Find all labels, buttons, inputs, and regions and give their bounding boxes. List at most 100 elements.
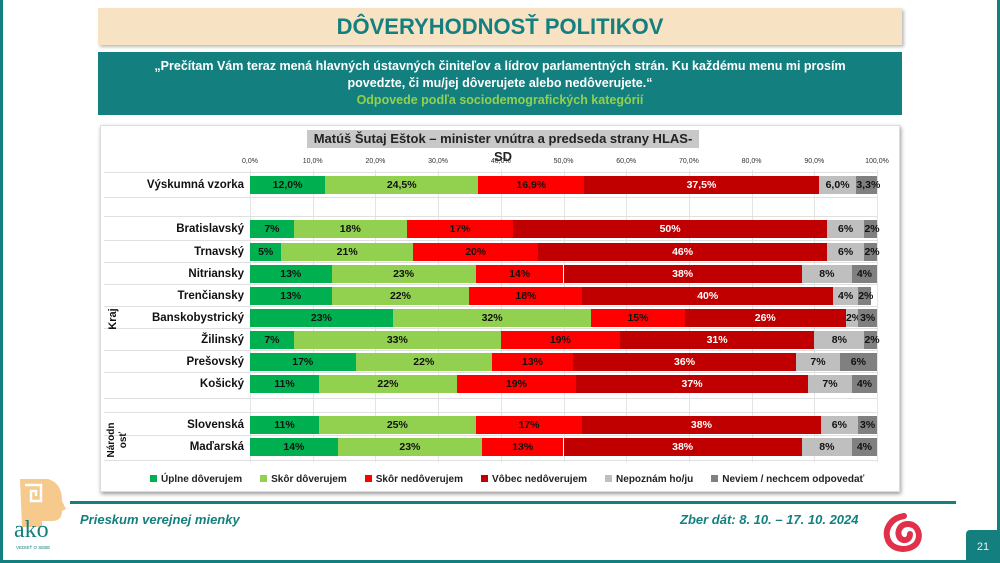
bar-segment: 4% <box>851 375 877 393</box>
x-tick-label: 0,0% <box>242 158 258 165</box>
bar-segment: 50% <box>513 220 827 238</box>
bar-segment: 15% <box>591 309 685 327</box>
bar-segment: 17% <box>406 220 514 238</box>
bar-segment: 26% <box>684 309 846 327</box>
row-separator <box>104 262 877 263</box>
legend-swatch <box>481 475 488 482</box>
bar-segment: 38% <box>582 416 821 434</box>
bar-segment: 6% <box>839 353 877 371</box>
footer-divider <box>70 501 956 504</box>
question-text: „Prečítam Vám teraz mená hlavných ústavn… <box>154 59 846 90</box>
bar-segment: 4% <box>851 438 877 456</box>
bar-segment: 16,9% <box>478 176 585 194</box>
legend-swatch <box>711 475 719 482</box>
question-box: „Prečítam Vám teraz mená hlavných ústavn… <box>98 52 902 115</box>
bar-segment: 38% <box>563 265 802 283</box>
group-label-narodnost: Národn osť <box>106 418 130 462</box>
bar-segment: 7% <box>808 375 852 393</box>
bar-segment: 36% <box>572 353 797 371</box>
bar-segment: 6,0% <box>818 176 857 194</box>
bar-segment: 17% <box>250 353 356 371</box>
bar-segment: 2% <box>864 243 880 261</box>
bar-segment: 6% <box>820 416 859 434</box>
bar-segment: 40% <box>582 287 834 305</box>
bar-segment: 4% <box>833 287 859 305</box>
x-tick-label: 10,0% <box>302 158 323 165</box>
legend-swatch <box>364 475 372 482</box>
row-label: Košický <box>199 378 244 390</box>
bar-segment: 19% <box>456 375 577 393</box>
bar-segment: 24,5% <box>325 176 479 194</box>
bar-segment: 2% <box>858 287 873 305</box>
bar-segment: 2% <box>864 220 880 238</box>
bar-segment: 11% <box>250 416 319 434</box>
row-separator <box>104 398 877 399</box>
legend-label: Úplne dôverujem <box>161 474 243 485</box>
row-label: Trnavský <box>194 246 244 258</box>
legend-item: Úplne dôverujem <box>150 474 242 485</box>
bar-segment: 7% <box>796 353 840 371</box>
bar-segment: 22% <box>355 353 493 371</box>
bar-segment: 4% <box>851 265 877 283</box>
x-tick-label: 20,0% <box>365 158 386 165</box>
bar-segment: 18% <box>469 287 583 305</box>
row-separator <box>104 435 877 436</box>
bar-segment: 14% <box>475 265 564 283</box>
row-separator <box>104 284 877 285</box>
bar-segment: 13% <box>492 353 573 371</box>
row-separator <box>104 328 877 329</box>
row-separator <box>104 240 877 241</box>
bar-segment: 37% <box>576 375 809 393</box>
page-number: 21 <box>966 530 1000 563</box>
legend-item: Neviem / nechcem odpovedať <box>711 474 864 485</box>
footer-date-text: Zber dát: 8. 10. – 17. 10. 2024 <box>680 512 859 527</box>
x-tick-label: 30,0% <box>428 158 449 165</box>
question-subtitle: Odpovede podľa sociodemografických kateg… <box>356 93 644 107</box>
bar-segment: 5% <box>250 243 282 261</box>
bar-segment: 3,3% <box>856 176 880 194</box>
svg-text:VEDIEŤ O SEBE: VEDIEŤ O SEBE <box>16 543 50 550</box>
bar-segment: 3% <box>858 309 877 327</box>
bar-segment: 33% <box>293 331 501 349</box>
slide-title: DÔVERYHODNOSŤ POLITIKOV <box>98 8 902 45</box>
bar-segment: 11% <box>250 375 319 393</box>
row-label: Banskobystrický <box>151 312 244 324</box>
ako-logo: ako VEDIEŤ O SEBE <box>14 479 66 550</box>
legend-label: Neviem / nechcem odpovedať <box>722 474 865 485</box>
legend-label: Skôr nedôverujem <box>375 474 463 485</box>
bar-segment: 46% <box>538 243 827 261</box>
bar-segment: 23% <box>250 309 393 327</box>
x-tick-label: 80,0% <box>741 158 762 165</box>
row-label: Slovenská <box>187 419 244 431</box>
legend: Úplne dôverujem Skôr dôverujem Skôr nedôve… <box>150 474 864 485</box>
bar-segment: 25% <box>318 416 476 434</box>
bar-segment: 2% <box>864 331 880 349</box>
bar-segment: 13% <box>250 287 332 305</box>
x-tick-label: 40,0% <box>490 158 511 165</box>
legend-item: Nepoznám ho/ju <box>605 474 693 485</box>
bar-segment: 18% <box>293 220 407 238</box>
legend-item: Vôbec nedôverujem <box>481 474 587 485</box>
bar-segment: 13% <box>481 438 564 456</box>
bar-segment: 21% <box>281 243 413 261</box>
row-label: Maďarská <box>189 441 244 453</box>
group-label-line: Národn <box>106 422 117 458</box>
bar-segment: 6% <box>826 220 865 238</box>
row-separator <box>104 412 877 413</box>
bar-segment: 12,0% <box>250 176 326 194</box>
row-label: Žilinský <box>201 334 244 346</box>
bar-segment: 13% <box>250 265 332 283</box>
legend-label: Nepoznám ho/ju <box>616 474 694 485</box>
row-separator <box>104 372 877 373</box>
x-tick-label: 50,0% <box>553 158 574 165</box>
legend-label: Skôr dôverujem <box>271 474 347 485</box>
bar-segment: 20% <box>413 243 539 261</box>
row-label: Bratislavský <box>176 223 244 235</box>
row-separator <box>104 350 877 351</box>
bar-segment: 14% <box>250 438 338 456</box>
legend-swatch <box>260 475 268 482</box>
legend-swatch <box>605 475 613 482</box>
bar-segment: 8% <box>801 438 852 456</box>
bar-segment: 38% <box>563 438 802 456</box>
